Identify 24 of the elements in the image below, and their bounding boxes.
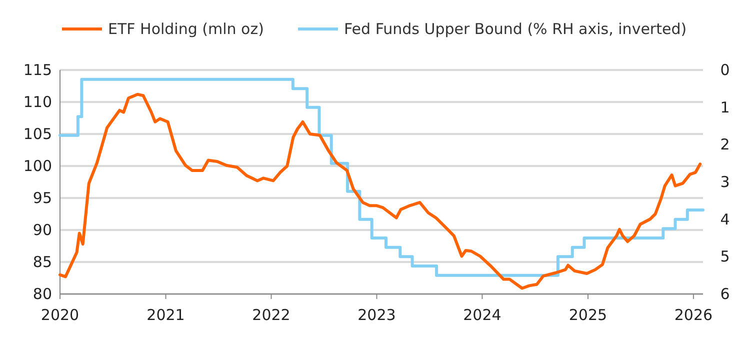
y-tick-label: 95 [32, 189, 52, 207]
y-tick-label: 100 [23, 157, 52, 175]
x-tick-label: 2021 [146, 306, 185, 324]
legend-label: ETF Holding (mln oz) [108, 20, 264, 38]
x-tick-label: 2023 [358, 306, 396, 324]
x-tick-label: 2026 [674, 306, 713, 324]
y2-tick-label: 4 [720, 210, 730, 228]
y2-tick-label: 1 [720, 98, 730, 116]
x-tick-label: 2025 [568, 306, 608, 324]
y2-tick-label: 6 [720, 285, 730, 303]
y2-tick-label: 5 [720, 248, 730, 266]
x-tick-label: 2020 [40, 306, 80, 324]
y2-tick-label: 2 [720, 136, 730, 154]
y-tick-label: 80 [32, 285, 52, 303]
y-tick-label: 90 [32, 221, 52, 239]
x-tick-label: 2024 [463, 306, 502, 324]
x-tick-label: 2022 [252, 306, 290, 324]
y2-tick-label: 3 [720, 173, 730, 191]
legend-label: Fed Funds Upper Bound (% RH axis, inverted) [344, 20, 687, 38]
y2-tick-label: 0 [720, 61, 730, 79]
y-tick-label: 105 [23, 125, 52, 143]
y-tick-label: 115 [23, 61, 52, 79]
y-tick-label: 85 [32, 253, 52, 271]
y-tick-label: 110 [23, 93, 52, 111]
